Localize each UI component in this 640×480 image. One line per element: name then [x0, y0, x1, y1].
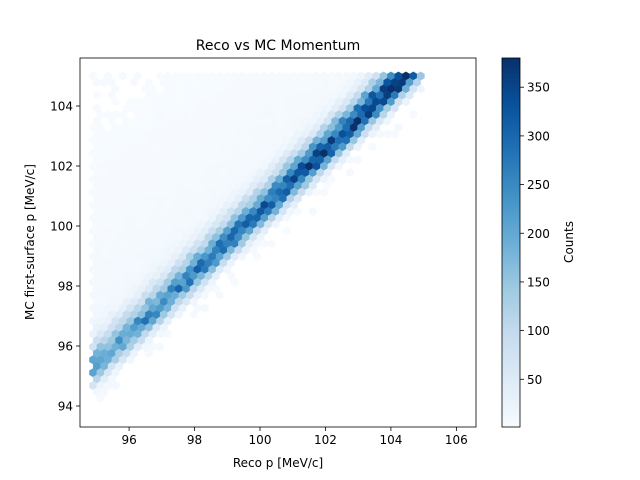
hex-cell	[200, 290, 209, 300]
plot-area	[79, 57, 477, 428]
hex-cell	[271, 219, 280, 229]
hex-cell	[145, 348, 153, 358]
colorbar-tick-label: 350	[527, 81, 550, 95]
hex-cell	[335, 161, 343, 171]
x-tick-label: 96	[121, 433, 136, 447]
hex-cell	[320, 187, 328, 197]
hex-cell	[215, 290, 224, 300]
y-tick-label: 96	[58, 340, 73, 354]
hex-cell	[174, 310, 183, 320]
x-axis-label: Reco p [MeV/c]	[233, 456, 323, 470]
hex-cell	[200, 303, 209, 313]
hex-cell	[163, 329, 172, 339]
hex-cell	[353, 142, 362, 152]
y-tick-label: 98	[58, 280, 73, 294]
chart-title: Reco vs MC Momentum	[196, 38, 361, 54]
hex-cell	[368, 142, 377, 152]
hex-cell	[111, 381, 120, 391]
hex-cell	[390, 129, 399, 139]
y-axis-label: MC first-surface p [MeV/c]	[23, 164, 37, 320]
hex-cell	[409, 110, 418, 120]
y-tick-label: 102	[50, 160, 73, 174]
colorbar: 50 100 150 200 250 300 350 Counts	[501, 57, 576, 428]
y-axis: 94 96 98 100 102 104	[50, 100, 80, 414]
x-axis: 96 98 100 102 104 106	[121, 427, 468, 447]
hex-cell	[156, 342, 164, 352]
hex-cell	[111, 97, 120, 107]
hex-cell	[416, 84, 425, 94]
hex-cell	[130, 77, 138, 87]
colorbar-label: Counts	[562, 221, 576, 263]
hex-cell	[267, 239, 276, 249]
y-tick-label: 100	[50, 220, 73, 234]
hexbin-cells	[89, 71, 425, 403]
colorbar-tick-label: 300	[527, 129, 550, 143]
plot-frame	[79, 57, 477, 428]
hex-cell	[383, 116, 392, 126]
x-tick-label: 100	[249, 433, 272, 447]
hex-cell	[189, 310, 198, 320]
hex-cell	[402, 97, 410, 107]
hex-cell	[346, 168, 354, 178]
hex-cell	[96, 394, 105, 403]
hex-cell	[126, 355, 135, 365]
x-tick-label: 104	[379, 433, 402, 447]
x-tick-label: 102	[314, 433, 337, 447]
y-tick-label: 104	[50, 100, 73, 114]
hex-cell	[282, 213, 291, 223]
colorbar-tick-label: 200	[527, 227, 550, 241]
colorbar-tick-label: 100	[527, 324, 550, 338]
y-tick-label: 94	[58, 400, 73, 414]
hex-cell	[119, 71, 127, 81]
colorbar-tick-label: 250	[527, 178, 550, 192]
hex-cell	[230, 277, 239, 287]
x-tick-label: 98	[187, 433, 202, 447]
hex-cell	[238, 252, 246, 262]
hex-cell	[282, 226, 291, 236]
colorbar-tick-label: 50	[527, 373, 542, 387]
hex-cell	[92, 90, 101, 100]
hex-cell	[308, 206, 317, 216]
x-tick-label: 106	[445, 433, 468, 447]
hex-cell	[253, 252, 261, 262]
colorbar-tick-label: 150	[527, 275, 550, 289]
hex-cell	[353, 155, 362, 165]
colorbar-gradient	[501, 57, 521, 428]
hex-cell	[294, 206, 302, 216]
colorbar-ticks: 50 100 150 200 250 300 350	[520, 81, 550, 387]
